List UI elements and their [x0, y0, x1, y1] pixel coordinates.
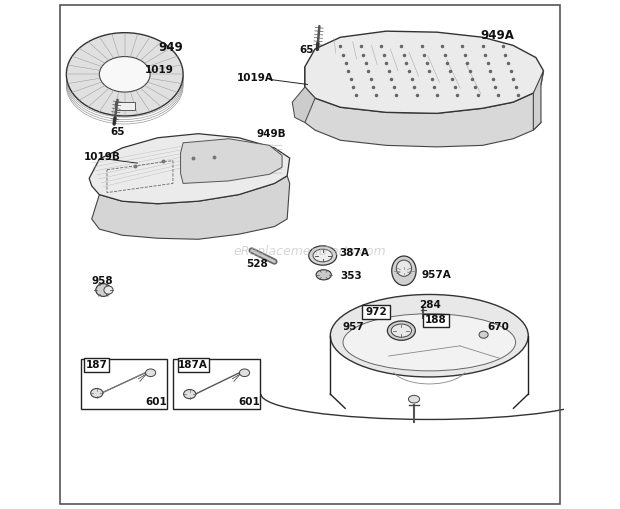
Text: 1019: 1019: [145, 65, 174, 75]
Text: 949B: 949B: [257, 129, 286, 138]
Text: 957A: 957A: [422, 270, 451, 280]
Ellipse shape: [343, 314, 516, 371]
Text: 188: 188: [425, 316, 447, 325]
FancyBboxPatch shape: [84, 358, 110, 372]
Polygon shape: [180, 139, 282, 183]
Ellipse shape: [239, 369, 250, 377]
Text: 353: 353: [340, 271, 362, 281]
Text: 387A: 387A: [339, 248, 370, 258]
Text: 528: 528: [246, 259, 268, 269]
Polygon shape: [89, 134, 290, 204]
Ellipse shape: [330, 295, 528, 377]
FancyBboxPatch shape: [423, 314, 449, 327]
FancyBboxPatch shape: [177, 358, 209, 372]
Text: 187: 187: [86, 360, 108, 370]
Text: 957: 957: [343, 322, 365, 331]
Text: 1019A: 1019A: [236, 73, 273, 83]
Text: 972: 972: [365, 307, 387, 317]
Ellipse shape: [396, 260, 412, 276]
Polygon shape: [92, 176, 290, 239]
Ellipse shape: [392, 256, 416, 286]
Ellipse shape: [313, 249, 332, 262]
Ellipse shape: [146, 369, 156, 377]
FancyBboxPatch shape: [81, 358, 167, 409]
Ellipse shape: [388, 321, 415, 341]
Ellipse shape: [91, 388, 103, 398]
Text: 601: 601: [146, 397, 167, 407]
Text: 670: 670: [488, 322, 510, 331]
Text: 284: 284: [419, 300, 441, 310]
Text: 1019B: 1019B: [84, 152, 121, 162]
Text: 187A: 187A: [179, 360, 208, 370]
Polygon shape: [292, 87, 315, 123]
Polygon shape: [305, 31, 544, 114]
Text: eReplacementParts.com: eReplacementParts.com: [234, 245, 386, 259]
Polygon shape: [305, 67, 541, 147]
Ellipse shape: [309, 246, 337, 265]
Ellipse shape: [316, 270, 331, 280]
FancyBboxPatch shape: [174, 358, 260, 409]
Ellipse shape: [479, 331, 488, 338]
Polygon shape: [533, 71, 544, 130]
Ellipse shape: [184, 389, 196, 399]
Ellipse shape: [409, 395, 420, 403]
FancyBboxPatch shape: [361, 305, 391, 319]
Text: 65: 65: [110, 127, 125, 136]
Text: 601: 601: [238, 397, 260, 407]
Ellipse shape: [391, 324, 412, 337]
Text: 949A: 949A: [480, 29, 514, 42]
Text: 949: 949: [158, 41, 183, 54]
Ellipse shape: [99, 56, 150, 92]
Ellipse shape: [104, 286, 113, 294]
Text: 958: 958: [91, 276, 113, 286]
Polygon shape: [115, 102, 135, 110]
Ellipse shape: [66, 33, 183, 116]
Text: 65: 65: [299, 45, 314, 55]
Ellipse shape: [95, 284, 111, 296]
